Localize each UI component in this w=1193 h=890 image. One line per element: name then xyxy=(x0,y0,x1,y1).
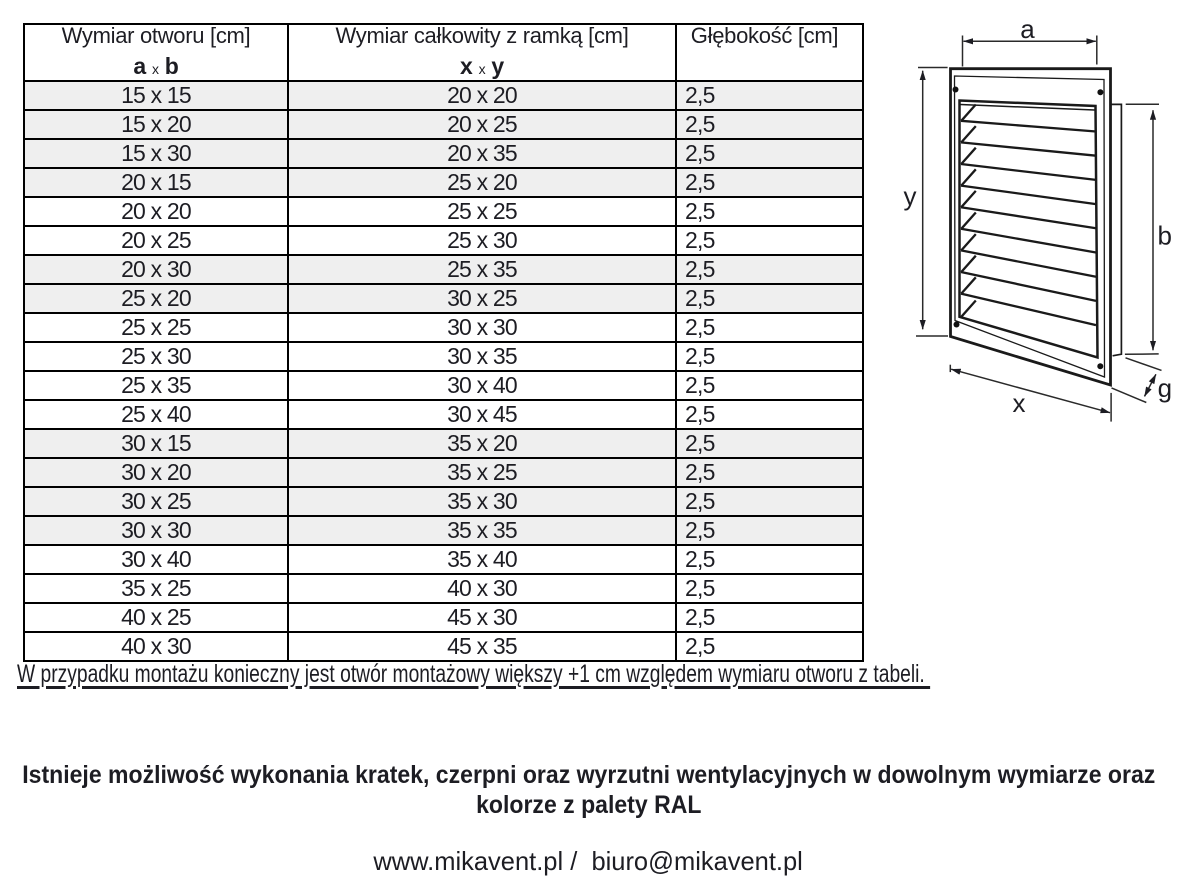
svg-text:a: a xyxy=(1020,14,1035,44)
svg-text:g: g xyxy=(1158,373,1172,403)
svg-text:b: b xyxy=(1157,221,1171,251)
svg-text:x: x xyxy=(1013,388,1026,418)
svg-text:y: y xyxy=(904,181,917,211)
